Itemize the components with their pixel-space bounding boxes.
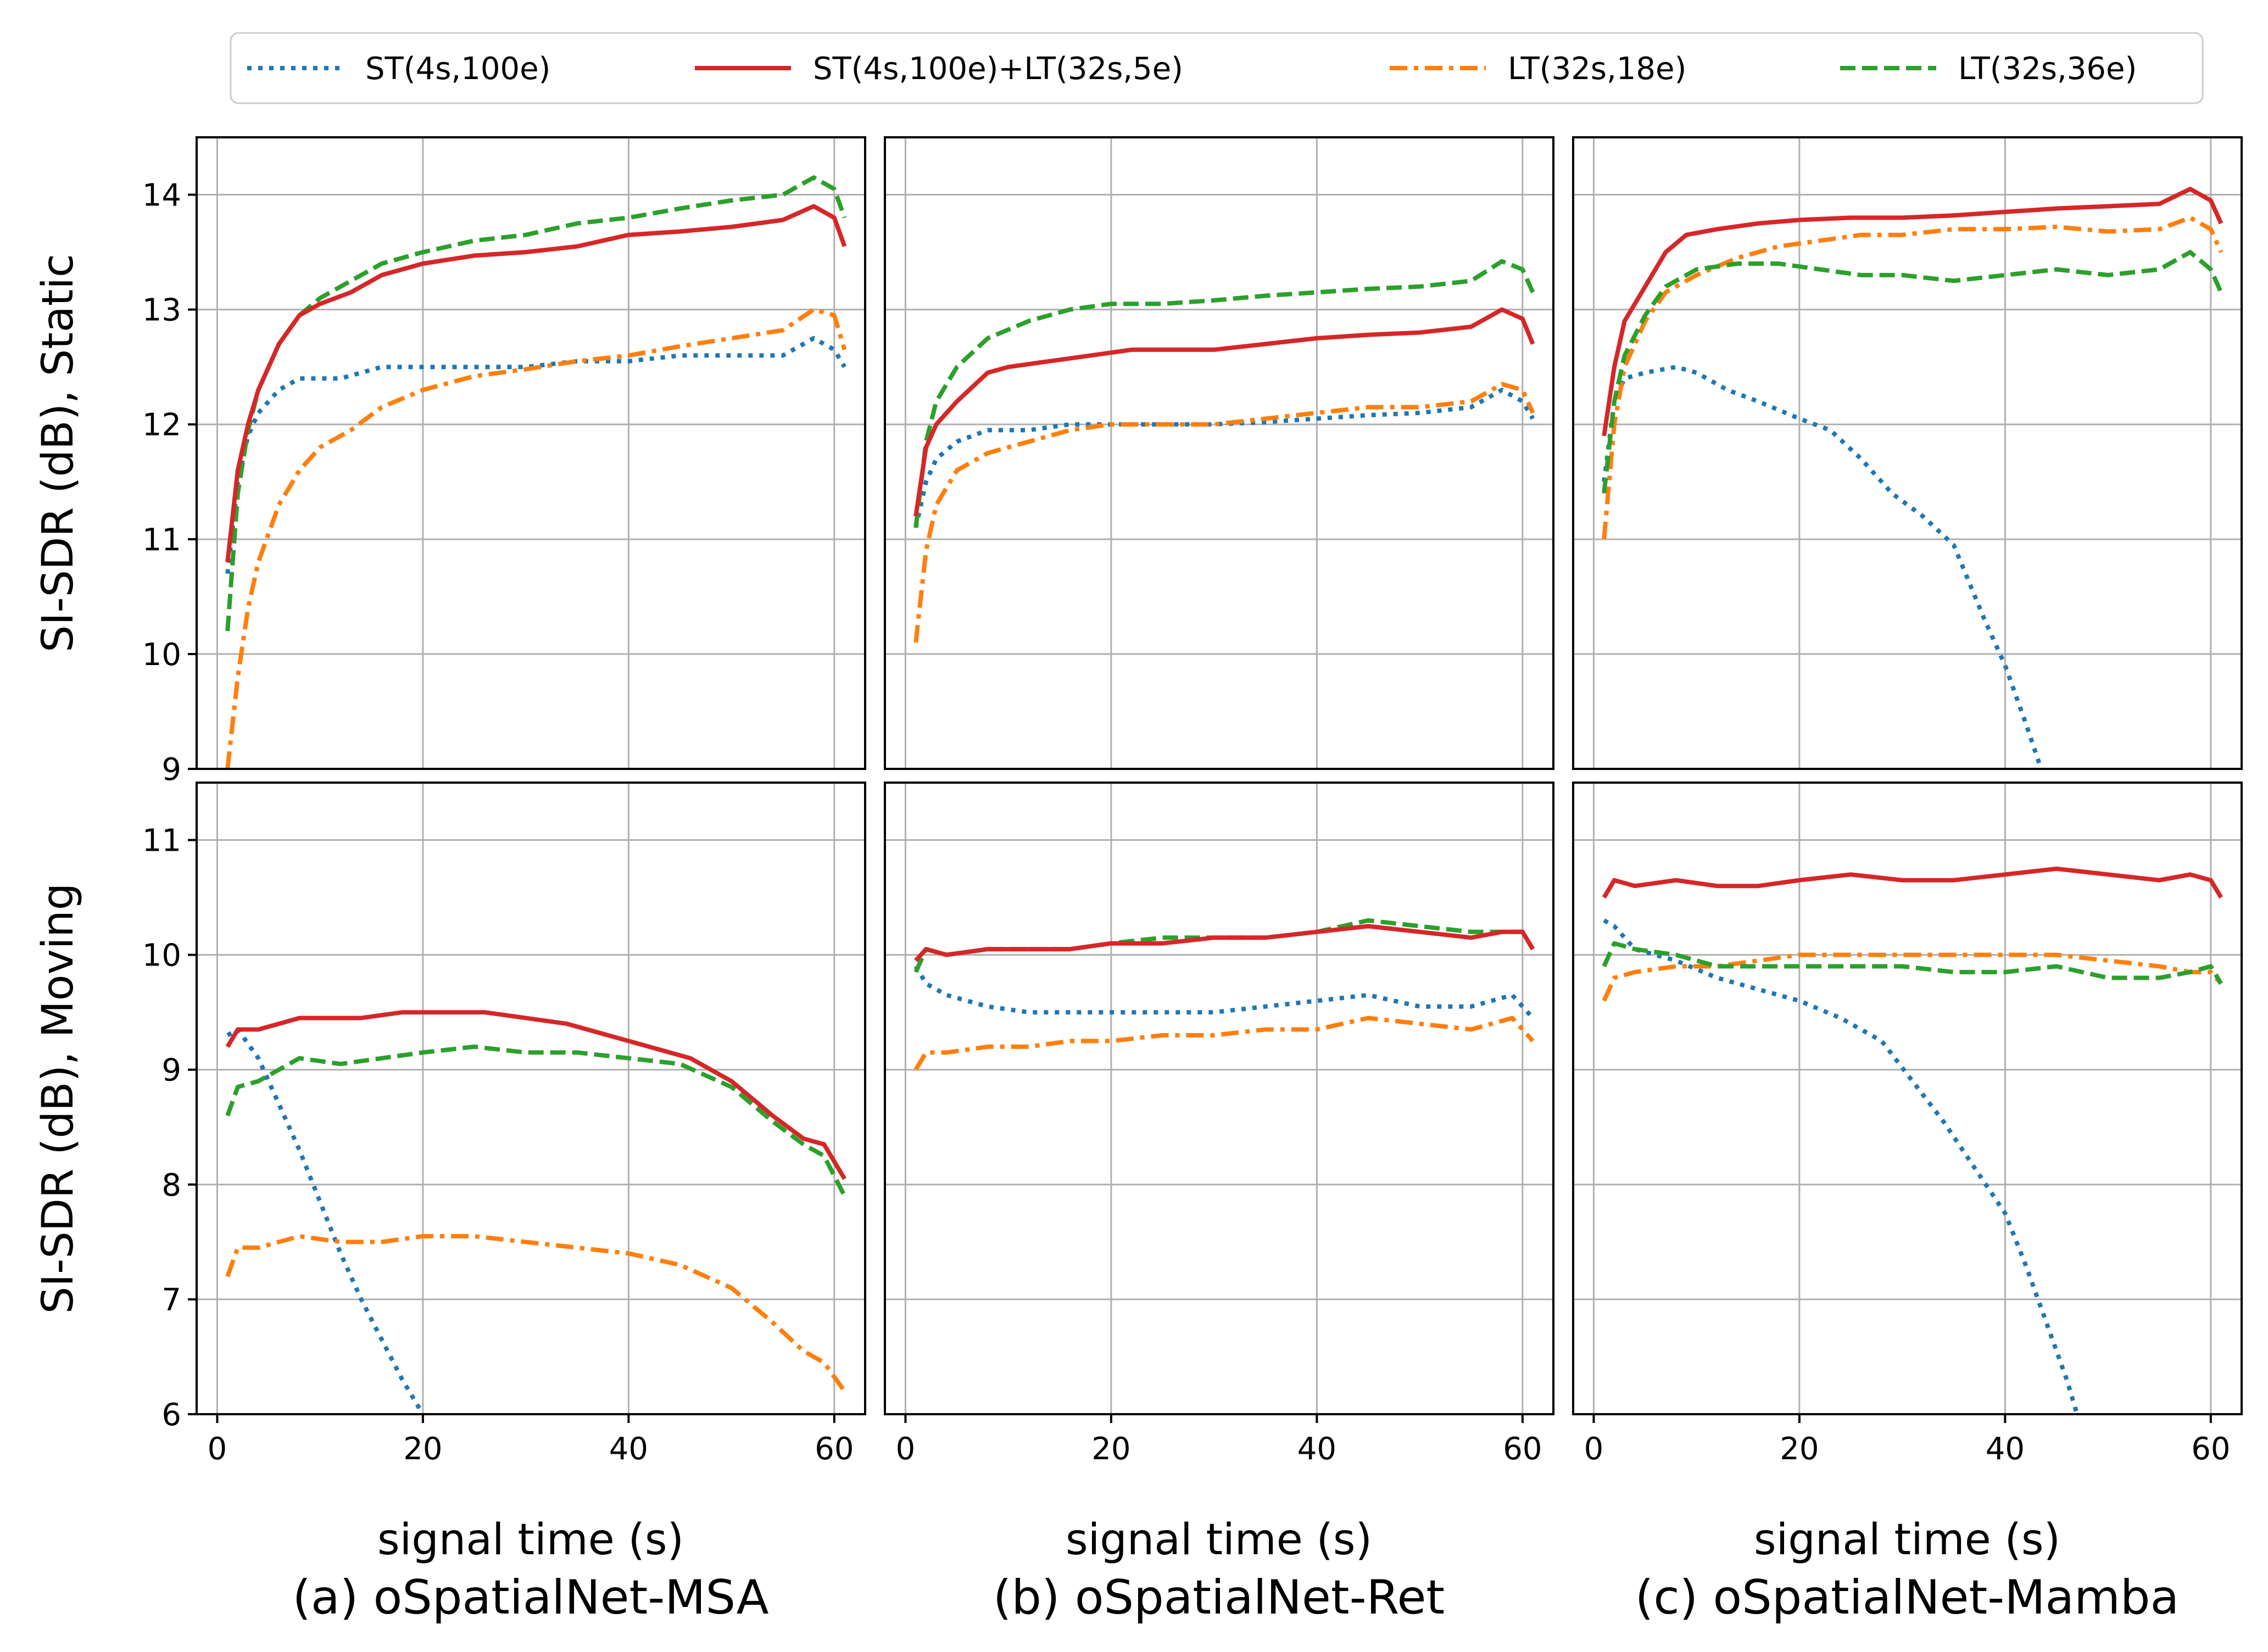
y-tick-label: 12 [142, 408, 181, 443]
y-tick-label: 9 [161, 752, 181, 788]
series-line-st-4s-100e [1603, 918, 2080, 1414]
series-line-lt-32s-36e [1602, 250, 2224, 494]
x-tick-label: 20 [1091, 1431, 1130, 1467]
legend-label-lt18: LT(32s,18e) [1508, 51, 1686, 87]
series-line-lt-32s-36e [913, 259, 1535, 528]
xlabel-a: signal time (s) [377, 1515, 684, 1565]
xlabel-b: signal time (s) [1066, 1515, 1372, 1565]
x-tick-label: 60 [815, 1431, 854, 1467]
panel-frame [884, 136, 1554, 770]
x-tick-label: 40 [609, 1431, 648, 1467]
panel-frame [1572, 782, 2243, 1415]
series-line-st-4s-100e [225, 336, 847, 574]
panel-frame [196, 136, 866, 770]
legend-entry-lt36: LT(32s,36e) [1840, 51, 2137, 87]
caption-a: (a) oSpatialNet-MSA [292, 1570, 768, 1625]
series-group [225, 175, 847, 769]
y-tick-label: 14 [142, 178, 181, 214]
panel-frame [196, 782, 866, 1415]
legend-label-st: ST(4s,100e) [365, 51, 550, 87]
y-tick-label: 10 [142, 938, 181, 974]
series-line-st-4s-100e [913, 965, 1535, 1020]
x-tick-label: 40 [1986, 1431, 2025, 1467]
x-tick-label: 0 [208, 1431, 227, 1467]
ylabel-static: SI-SDR (dB), Static [34, 254, 83, 652]
series-group [1602, 187, 2224, 769]
y-tick-label: 11 [142, 522, 181, 558]
legend-label-lt36: LT(32s,36e) [1958, 51, 2137, 87]
series-group [1602, 866, 2224, 1414]
series-line-lt-32s-18e [913, 382, 1535, 643]
caption-b: (b) oSpatialNet-Ret [993, 1570, 1445, 1625]
legend-label-st-lt: ST(4s,100e)+LT(32s,5e) [813, 51, 1183, 87]
legend: ST(4s,100e) ST(4s,100e)+LT(32s,5e) LT(32… [230, 32, 2204, 104]
legend-entry-st-lt: ST(4s,100e)+LT(32s,5e) [695, 51, 1183, 87]
series-line-lt-32s-18e [225, 1234, 846, 1393]
panel-moving-c: 0 20 40 60 [1572, 782, 2243, 1467]
ylabel-moving: SI-SDR (dB), Moving [34, 883, 83, 1314]
series-line-st-4s-100e-lt-32s-5e [913, 307, 1535, 517]
plot-panels: 9 10 11 12 13 14 6 7 8 9 10 11 0 20 40 60 0 20 40 60 0 20 40 60 [142, 136, 2243, 1467]
y-tick-label: 6 [161, 1397, 181, 1433]
series-line-lt-32s-36e [225, 1044, 847, 1197]
series-line-lt-32s-18e [1602, 952, 2223, 1002]
x-tick-label: 40 [1297, 1431, 1336, 1467]
series-line-lt-32s-18e [1602, 215, 2224, 540]
series-line-st-4s-100e-lt-32s-5e [1602, 866, 2224, 899]
series-line-st-4s-100e-lt-32s-5e [225, 204, 847, 563]
panel-static-a: 9 10 11 12 13 14 [142, 136, 866, 788]
y-tick-label: 10 [142, 637, 181, 673]
series-line-st-4s-100e-lt-32s-5e [1602, 187, 2224, 437]
series-line-lt-32s-36e [1602, 941, 2224, 985]
y-tick-label: 9 [161, 1053, 181, 1089]
legend-entry-lt18: LT(32s,18e) [1390, 51, 1686, 87]
y-tick-label: 11 [142, 823, 181, 859]
series-line-st-4s-100e [226, 1027, 425, 1414]
y-tick-label: 13 [142, 293, 181, 328]
xlabel-c: signal time (s) [1754, 1515, 2060, 1565]
series-group [913, 918, 1535, 1071]
x-tick-label: 60 [2191, 1431, 2230, 1467]
panel-frame [1572, 136, 2243, 770]
series-line-lt-32s-18e [913, 1015, 1535, 1071]
series-line-st-4s-100e-lt-32s-5e [914, 924, 1535, 962]
panel-moving-b: 0 20 40 60 [884, 782, 1554, 1467]
panel-static-b [884, 136, 1554, 770]
caption-c: (c) oSpatialNet-Mamba [1635, 1570, 2179, 1625]
panel-static-c [1572, 136, 2243, 770]
y-tick-label: 7 [161, 1282, 181, 1318]
y-tick-label: 8 [161, 1168, 181, 1203]
x-tick-label: 0 [1584, 1431, 1604, 1467]
series-line-st-4s-100e [1602, 365, 2043, 769]
series-line-st-4s-100e [913, 388, 1535, 528]
legend-entry-st: ST(4s,100e) [247, 51, 550, 87]
x-tick-label: 20 [1780, 1431, 1819, 1467]
series-line-lt-32s-18e [225, 307, 847, 769]
series-group [225, 1010, 847, 1414]
panel-moving-a: 6 7 8 9 10 11 0 20 40 60 [142, 782, 866, 1467]
x-tick-label: 60 [1503, 1431, 1542, 1467]
series-group [913, 259, 1535, 643]
x-tick-label: 0 [896, 1431, 916, 1467]
panel-frame [884, 782, 1554, 1415]
series-line-st-4s-100e-lt-32s-5e [225, 1010, 847, 1180]
x-tick-label: 20 [403, 1431, 442, 1467]
